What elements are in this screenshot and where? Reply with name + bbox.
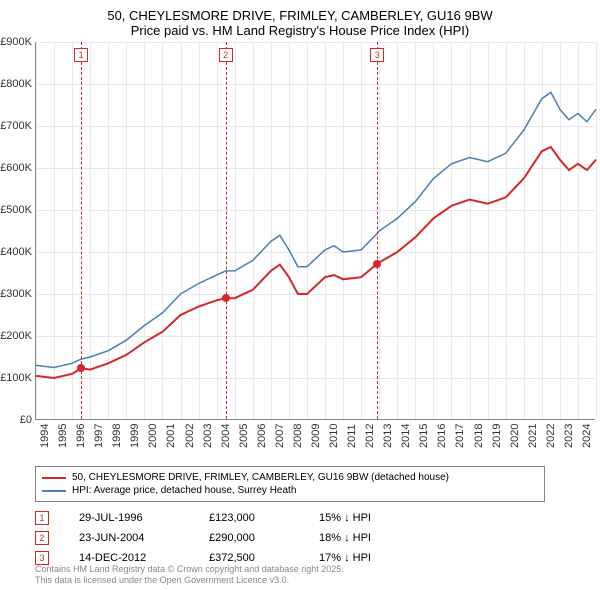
title-line-1: 50, CHEYLESMORE DRIVE, FRIMLEY, CAMBERLE… [0, 8, 600, 23]
y-tick-label: £600K [0, 162, 32, 174]
x-tick-label: 2015 [418, 424, 430, 448]
x-tick-label: 2020 [509, 424, 521, 448]
marker-dot [77, 364, 85, 372]
marker-label: 3 [370, 48, 384, 62]
sale-row: 1 29-JUL-1996 £123,000 15% ↓ HPI [35, 508, 399, 528]
chart-lines [36, 42, 595, 419]
x-tick-label: 2024 [581, 424, 593, 448]
x-tick-label: 2001 [165, 424, 177, 448]
y-tick-label: £500K [0, 204, 32, 216]
x-tick-label: 1997 [93, 424, 105, 448]
y-tick-label: £900K [0, 36, 32, 48]
sales-table: 1 29-JUL-1996 £123,000 15% ↓ HPI 2 23-JUN-200… [35, 508, 399, 568]
marker-label: 1 [74, 48, 88, 62]
x-tick-label: 2002 [184, 424, 196, 448]
x-tick-label: 1999 [129, 424, 141, 448]
sale-marker-num: 1 [35, 511, 49, 525]
x-tick-label: 2016 [436, 424, 448, 448]
sale-marker-num: 2 [35, 531, 49, 545]
x-tick-label: 2006 [256, 424, 268, 448]
x-tick-label: 2009 [310, 424, 322, 448]
x-tick-label: 1996 [75, 424, 87, 448]
sale-marker-num: 3 [35, 551, 49, 565]
footer-line-2: This data is licensed under the Open Gov… [35, 575, 344, 586]
y-tick-label: £100K [0, 372, 32, 384]
legend-swatch [42, 477, 66, 479]
marker-dot [222, 294, 230, 302]
x-axis-labels: 1994 1995 1996 1997 1998 1999 2000 2001 2002 2003… [35, 424, 595, 464]
x-tick-label: 1998 [111, 424, 123, 448]
y-tick-label: £300K [0, 288, 32, 300]
x-tick-label: 2011 [346, 424, 358, 448]
footer-line-1: Contains HM Land Registry data © Crown c… [35, 564, 344, 575]
x-tick-label: 2013 [382, 424, 394, 448]
sale-hpi-delta: 15% ↓ HPI [319, 512, 399, 524]
x-tick-label: 2022 [545, 424, 557, 448]
gridline-v [596, 42, 597, 419]
sale-price: £290,000 [209, 532, 289, 544]
sale-date: 29-JUL-1996 [79, 512, 179, 524]
sale-date: 14-DEC-2012 [79, 552, 179, 564]
x-tick-label: 2023 [563, 424, 575, 448]
x-tick-label: 2000 [147, 424, 159, 448]
x-tick-label: 2021 [527, 424, 539, 448]
x-tick-label: 2003 [202, 424, 214, 448]
legend-label: HPI: Average price, detached house, Surr… [72, 485, 296, 496]
title-line-2: Price paid vs. HM Land Registry's House … [0, 23, 600, 38]
x-tick-label: 2012 [364, 424, 376, 448]
legend-item: 50, CHEYLESMORE DRIVE, FRIMLEY, CAMBERLE… [42, 471, 538, 484]
x-tick-label: 1995 [57, 424, 69, 448]
legend: 50, CHEYLESMORE DRIVE, FRIMLEY, CAMBERLE… [35, 466, 545, 502]
sale-hpi-delta: 18% ↓ HPI [319, 532, 399, 544]
y-tick-label: £200K [0, 330, 32, 342]
x-tick-label: 2005 [238, 424, 250, 448]
sale-row: 2 23-JUN-2004 £290,000 18% ↓ HPI [35, 528, 399, 548]
y-tick-label: £700K [0, 120, 32, 132]
y-axis-labels: £0£100K£200K£300K£400K£500K£600K£700K£80… [0, 42, 35, 420]
sale-hpi-delta: 17% ↓ HPI [319, 552, 399, 564]
legend-swatch [42, 490, 66, 492]
marker-dot [373, 260, 381, 268]
sale-price: £372,500 [209, 552, 289, 564]
marker-line [226, 42, 227, 419]
legend-label: 50, CHEYLESMORE DRIVE, FRIMLEY, CAMBERLE… [72, 472, 449, 483]
footer: Contains HM Land Registry data © Crown c… [35, 564, 344, 586]
marker-line [377, 42, 378, 419]
sale-price: £123,000 [209, 512, 289, 524]
x-tick-label: 2014 [400, 424, 412, 448]
x-tick-label: 2007 [274, 424, 286, 448]
sale-date: 23-JUN-2004 [79, 532, 179, 544]
series-hpi [36, 92, 596, 367]
x-tick-label: 2004 [220, 424, 232, 448]
marker-label: 2 [219, 48, 233, 62]
y-tick-label: £0 [20, 414, 32, 426]
legend-item: HPI: Average price, detached house, Surr… [42, 484, 538, 497]
plot-area: 1 2 3 [35, 42, 595, 420]
y-tick-label: £400K [0, 246, 32, 258]
x-tick-label: 1994 [39, 424, 51, 448]
x-tick-label: 2017 [454, 424, 466, 448]
x-tick-label: 2008 [292, 424, 304, 448]
y-tick-label: £800K [0, 78, 32, 90]
marker-line [81, 42, 82, 419]
chart-title: 50, CHEYLESMORE DRIVE, FRIMLEY, CAMBERLE… [0, 0, 600, 42]
chart-container: 50, CHEYLESMORE DRIVE, FRIMLEY, CAMBERLE… [0, 0, 600, 590]
x-tick-label: 2018 [473, 424, 485, 448]
x-tick-label: 2019 [491, 424, 503, 448]
x-tick-label: 2010 [328, 424, 340, 448]
